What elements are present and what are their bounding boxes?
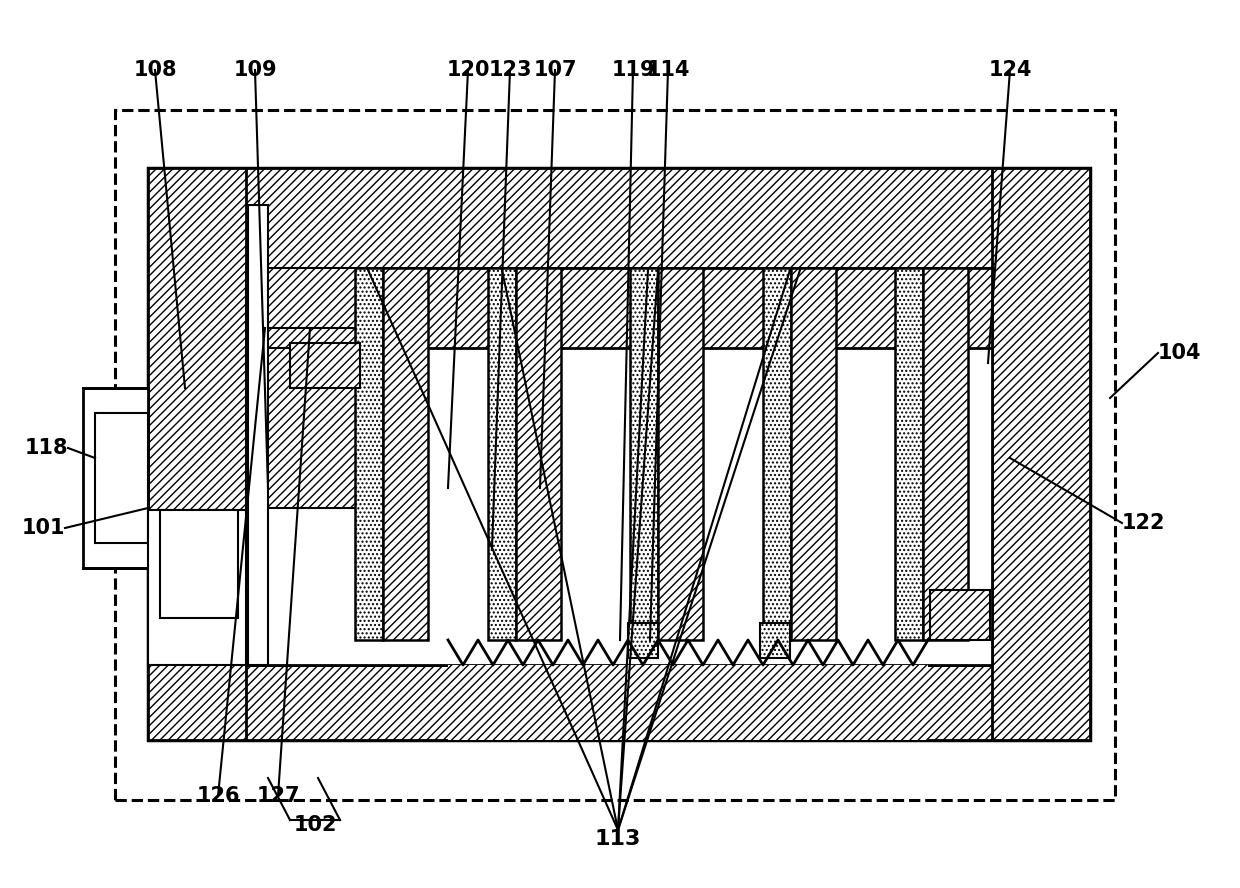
Bar [383, 268, 428, 640]
Text: 126: 126 [196, 786, 239, 806]
Bar [95, 413, 148, 543]
Text: 108: 108 [133, 60, 177, 80]
Bar [115, 110, 1115, 800]
Bar [516, 268, 560, 640]
Bar [791, 268, 836, 640]
Bar [630, 268, 658, 640]
Text: 119: 119 [611, 60, 655, 80]
Bar [448, 665, 928, 740]
Bar [923, 268, 968, 640]
Bar [246, 348, 361, 508]
Bar [148, 665, 1090, 740]
Bar [355, 268, 383, 640]
Bar [148, 168, 1090, 268]
Text: 101: 101 [21, 518, 64, 538]
Bar [763, 268, 791, 640]
Text: 124: 124 [988, 60, 1032, 80]
Text: 114: 114 [646, 60, 689, 80]
Bar [160, 510, 238, 618]
Bar [246, 268, 992, 665]
Bar [895, 268, 923, 640]
Text: 104: 104 [1158, 343, 1202, 363]
Text: 127: 127 [257, 786, 300, 806]
Text: 118: 118 [25, 438, 68, 458]
Bar [248, 205, 268, 665]
Text: 122: 122 [1122, 513, 1166, 533]
Bar [489, 268, 516, 640]
Bar [627, 623, 658, 658]
Text: 102: 102 [293, 815, 337, 835]
Bar [658, 268, 703, 640]
Bar [148, 168, 246, 740]
Bar [992, 168, 1090, 740]
Bar [246, 268, 992, 348]
Bar [148, 510, 246, 665]
Text: 109: 109 [233, 60, 277, 80]
Text: 123: 123 [489, 60, 532, 80]
Text: 107: 107 [533, 60, 577, 80]
Bar [930, 590, 990, 640]
Text: 120: 120 [446, 60, 490, 80]
Text: 113: 113 [595, 829, 641, 849]
Bar [760, 623, 790, 658]
Bar [246, 268, 366, 328]
Bar [148, 168, 1090, 740]
Bar [83, 388, 148, 568]
Bar [290, 343, 360, 388]
